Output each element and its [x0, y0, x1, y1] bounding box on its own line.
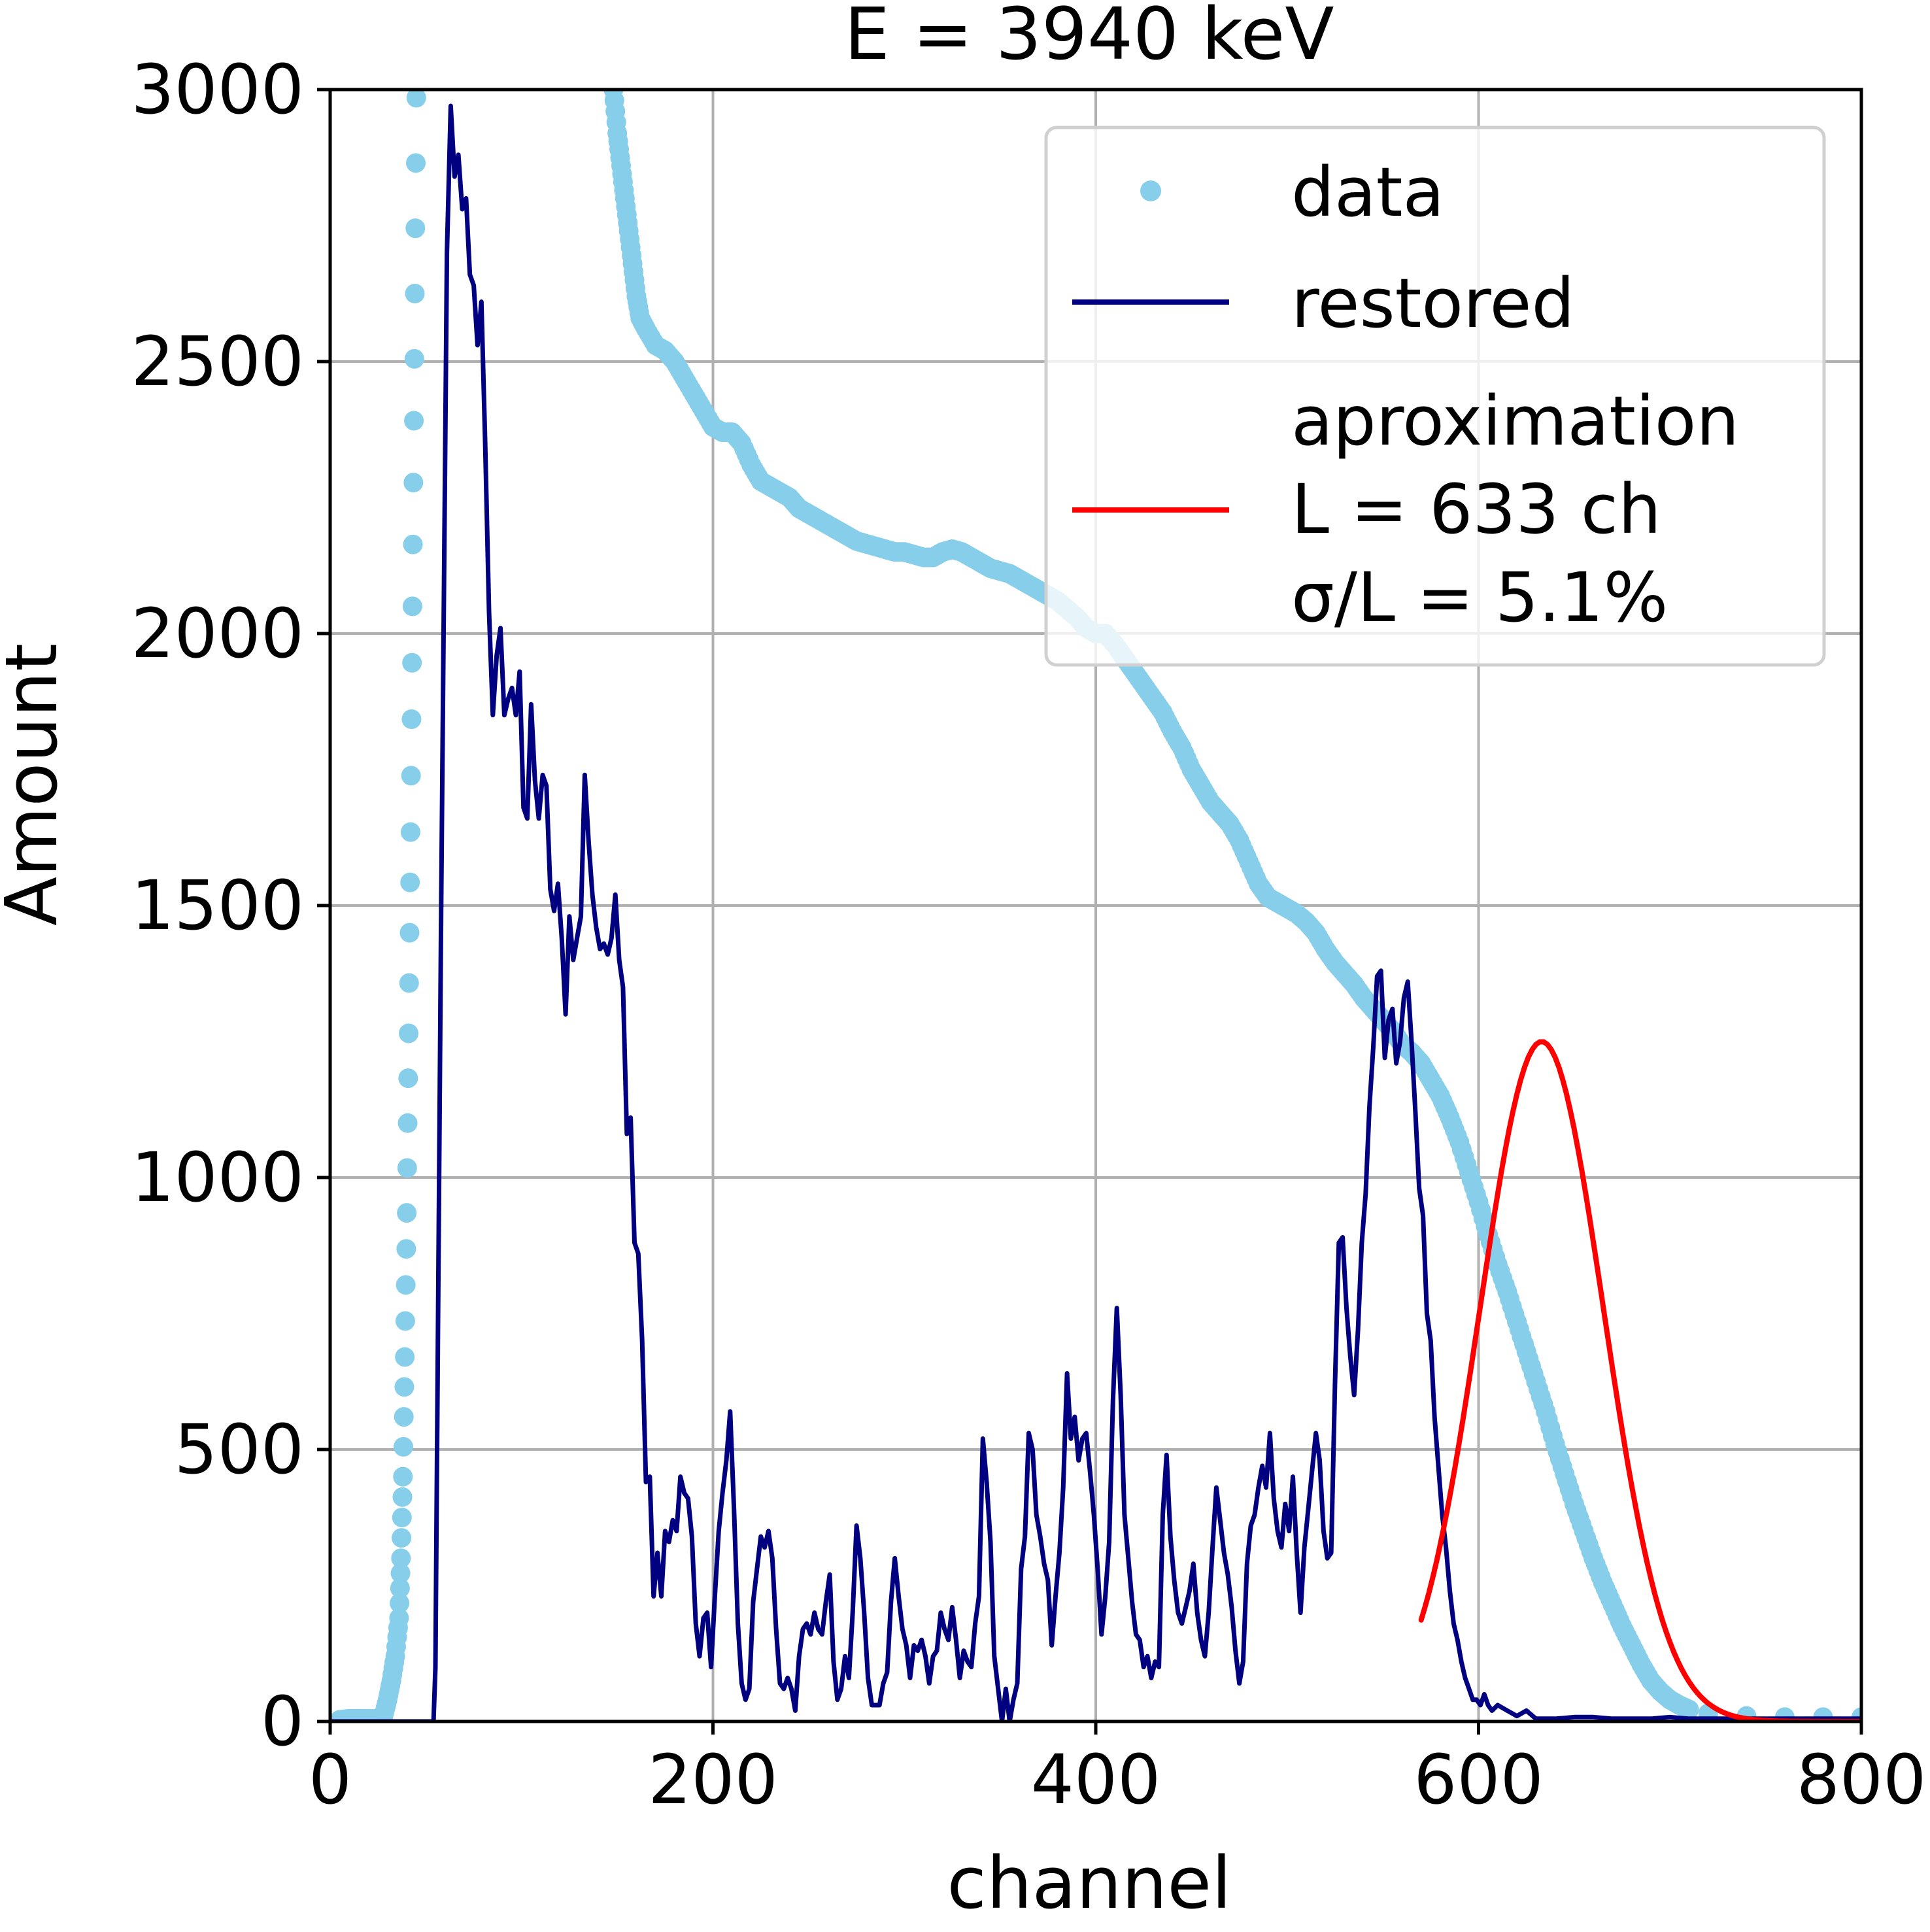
- data-point: [396, 1275, 416, 1295]
- data-point: [394, 1377, 415, 1397]
- legend-label-approximation: aproximation L = 633 ch σ/L = 5.1%: [1291, 381, 1739, 637]
- data-point: [1679, 1699, 1699, 1720]
- data-point: [395, 1347, 415, 1367]
- x-tick-label: 200: [648, 1740, 778, 1820]
- data-point: [406, 90, 426, 108]
- data-point: [400, 822, 420, 842]
- data-point: [405, 284, 425, 303]
- data-point: [396, 1239, 416, 1259]
- data-point: [406, 153, 426, 173]
- data-point: [402, 596, 422, 617]
- legend-marker-data: [1140, 180, 1161, 201]
- data-point: [390, 1593, 410, 1614]
- axis-ticks: 0 200 400 600 800 0 500 1000 1500 2000 2500 3000: [131, 50, 1926, 1820]
- y-tick-label: 0: [261, 1682, 304, 1761]
- data-point: [392, 1528, 412, 1548]
- y-tick-label: 1000: [131, 1138, 304, 1217]
- data-point: [399, 1023, 419, 1043]
- legend-label-line: σ/L = 5.1%: [1291, 558, 1668, 637]
- data-point: [401, 766, 421, 786]
- data-point: [395, 1311, 415, 1331]
- y-tick-label: 3000: [131, 50, 304, 129]
- y-tick-label: 2000: [131, 594, 304, 673]
- data-point: [394, 1407, 414, 1427]
- x-tick-label: 400: [1031, 1740, 1161, 1820]
- legend-label-restored: restored: [1291, 263, 1575, 343]
- data-point: [398, 1113, 418, 1133]
- y-axis-label: Amount: [0, 643, 73, 926]
- x-tick-label: 600: [1414, 1740, 1544, 1820]
- data-point: [404, 348, 424, 369]
- data-point: [403, 473, 424, 493]
- x-tick-label: 800: [1797, 1740, 1927, 1820]
- legend-box: [1044, 126, 1826, 667]
- y-tick-label: 500: [174, 1410, 304, 1489]
- series-data-points: [330, 90, 1861, 1721]
- data-point: [401, 709, 422, 730]
- data-point: [403, 534, 423, 554]
- data-point: [400, 872, 420, 892]
- data-point: [402, 652, 422, 673]
- legend-label-line: aproximation: [1291, 381, 1739, 461]
- data-point: [389, 1608, 409, 1628]
- data-point: [393, 1436, 413, 1457]
- data-point: [397, 1203, 417, 1223]
- data-point: [398, 1068, 418, 1089]
- data-point: [405, 218, 426, 239]
- legend: data restored aproximation L = 633 ch σ/L = …: [1044, 126, 1826, 667]
- data-point: [392, 1487, 413, 1507]
- legend-label-line: L = 633 ch: [1291, 469, 1661, 549]
- data-point: [390, 1563, 411, 1584]
- data-point: [392, 1508, 412, 1527]
- data-point: [390, 1578, 410, 1599]
- series-approximation-curve: [1418, 1039, 1861, 1721]
- x-axis-label: channel: [947, 1841, 1231, 1925]
- data-point: [404, 411, 424, 431]
- y-tick-label: 1500: [131, 866, 304, 945]
- chart-title: E = 3940 keV: [844, 0, 1334, 76]
- x-tick-label: 0: [309, 1740, 352, 1820]
- legend-label-data: data: [1291, 152, 1444, 232]
- data-point: [399, 923, 420, 943]
- data-point: [393, 1466, 413, 1487]
- series-restored-line: [330, 103, 1861, 1721]
- data-point: [399, 973, 419, 993]
- data-point: [397, 1158, 417, 1178]
- y-tick-label: 2500: [131, 322, 304, 401]
- plot-area: [330, 90, 1861, 1721]
- data-point: [391, 1548, 411, 1568]
